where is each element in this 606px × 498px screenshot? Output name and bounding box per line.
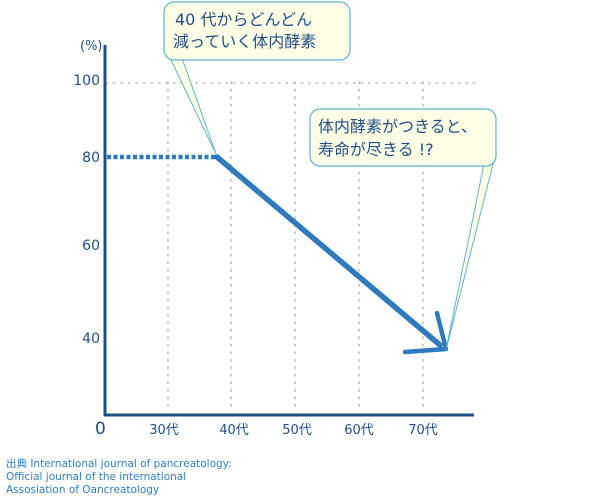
origin-label: 0: [95, 419, 106, 439]
callout-text-line: 40 代からどんどん: [175, 10, 312, 29]
x-tick-label: 70代: [408, 423, 438, 438]
callout-text-line: 減っていく体内酵素: [173, 32, 316, 51]
source-note: 出典 International journal of pancreatolog…: [6, 458, 326, 497]
callout-text-line: 寿命が尽きる !?: [318, 140, 434, 159]
callout-pointer: [445, 163, 494, 351]
x-tick-label: 40代: [219, 423, 249, 438]
x-tick-label: 50代: [282, 423, 312, 438]
callout-text-line: 体内酵素がつきると、: [318, 117, 477, 136]
y-tick-label: 80: [82, 150, 100, 166]
y-tick-label: 40: [82, 331, 100, 347]
series-decline-segment: [214, 154, 443, 348]
grid-lines: [105, 81, 479, 413]
x-tick-label: 60代: [344, 423, 374, 438]
series-line-group: [106, 154, 449, 355]
source-line: 出典 International journal of pancreatolog…: [6, 458, 232, 470]
source-line: Official journal of the international: [6, 471, 187, 483]
y-tick-label: 100: [73, 73, 100, 89]
axes: [103, 45, 474, 417]
x-tick-label: 30代: [149, 423, 179, 438]
callout-pointer: [169, 57, 217, 155]
source-line: Assosiation of Oancreatology: [6, 484, 160, 496]
y-tick-labels: 100 80 60 40: [73, 73, 100, 347]
callout-box: [163, 1, 351, 61]
x-tick-labels: 30代 40代 50代 60代 70代: [149, 423, 438, 438]
y-unit-label: (%): [80, 39, 103, 54]
callout-lifespan: 体内酵素がつきると、寿命が尽きる !?: [309, 108, 497, 351]
y-tick-label: 60: [82, 238, 100, 254]
callout-box: [309, 108, 497, 167]
